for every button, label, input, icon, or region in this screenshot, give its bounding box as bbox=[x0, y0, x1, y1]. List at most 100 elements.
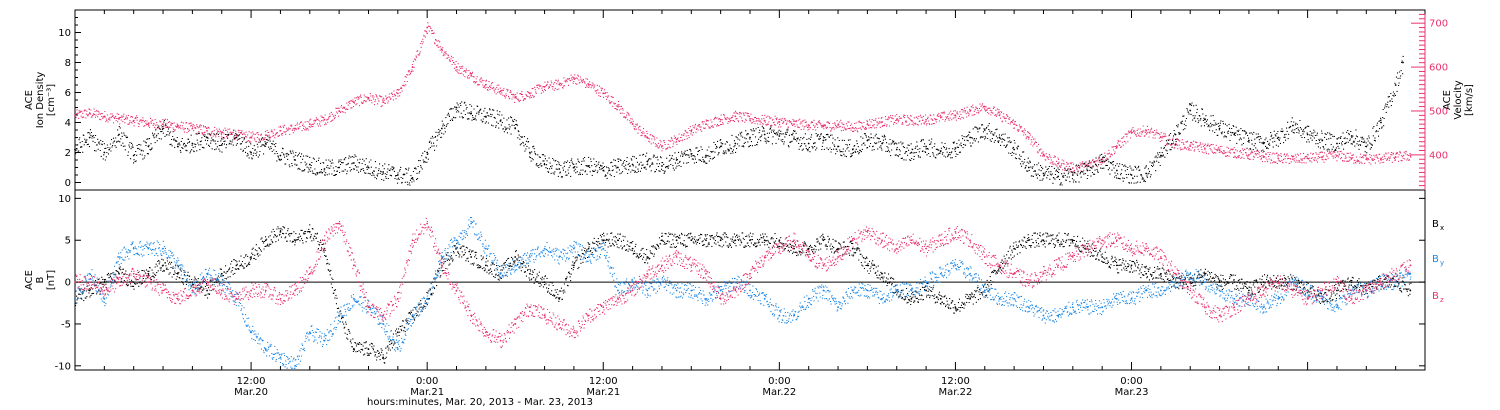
density-series-point bbox=[778, 135, 781, 137]
time-tick-label: 0:00 bbox=[1120, 376, 1142, 387]
b-series-bz-point bbox=[690, 264, 693, 267]
b-series-by-point bbox=[587, 256, 590, 258]
b-series-bx-point bbox=[250, 256, 252, 258]
b-series-by-point bbox=[338, 314, 341, 317]
magnetic-field-axis: -10 -5 0 5 10 bbox=[55, 194, 1425, 372]
b-series-by-point bbox=[543, 247, 546, 250]
density-series-point bbox=[1145, 172, 1148, 175]
b-series-bz-point bbox=[396, 297, 399, 300]
b-series-bz-point bbox=[74, 281, 76, 283]
b-series-bx-point bbox=[367, 348, 370, 350]
b-series-by-point bbox=[851, 289, 854, 292]
legend-bz-main: B bbox=[1432, 291, 1439, 302]
b-series-bx-point bbox=[162, 264, 164, 267]
b-ylabel-line2: B bbox=[35, 276, 46, 283]
b-series-by-point bbox=[1159, 289, 1162, 292]
b-series-bz-point bbox=[470, 314, 473, 317]
top-panel-data bbox=[74, 22, 1412, 186]
date-tick-label: Mar.20 bbox=[234, 387, 268, 398]
b-series-bx-point bbox=[1130, 264, 1133, 267]
velocity-series-point bbox=[573, 77, 575, 79]
b-series-bz-point bbox=[1262, 289, 1265, 292]
density-series-point bbox=[250, 151, 252, 154]
density-series-point bbox=[969, 136, 972, 139]
density-tick-label: 8 bbox=[65, 58, 71, 69]
density-series-point bbox=[1203, 118, 1206, 121]
b-series-by-point bbox=[1057, 314, 1060, 317]
b-series-bz bbox=[75, 217, 1412, 349]
b-series-by-point bbox=[294, 364, 297, 367]
density-series-point bbox=[1115, 169, 1118, 172]
density-series-point bbox=[558, 168, 561, 170]
b-series-by-point bbox=[455, 239, 458, 242]
b-series-bx-point bbox=[1248, 289, 1250, 292]
b-series-bx-point bbox=[1042, 239, 1045, 242]
date-tick-label: Mar.22 bbox=[762, 387, 796, 398]
density-series-point bbox=[1189, 109, 1192, 112]
b-series-by-point bbox=[323, 339, 326, 342]
velocity-series-point bbox=[602, 92, 605, 95]
b-series-bz-point bbox=[602, 306, 605, 309]
b-series-bx bbox=[75, 224, 1412, 364]
density-series-point bbox=[162, 127, 164, 130]
velocity-series-point bbox=[1394, 156, 1397, 158]
velocity-series-point bbox=[793, 123, 795, 126]
b-series-bz-point bbox=[279, 297, 282, 300]
density-series-point bbox=[661, 165, 663, 167]
b-series-by-point bbox=[514, 264, 517, 267]
velocity-ylabel: ACE Velocity [km/s] bbox=[1442, 80, 1475, 119]
b-series-by-point bbox=[881, 297, 883, 300]
b-tick-label: 10 bbox=[58, 194, 71, 205]
density-series-point bbox=[675, 159, 678, 161]
velocity-series-point bbox=[88, 112, 91, 115]
b-series-bx-point bbox=[793, 247, 795, 250]
velocity-series-point bbox=[1130, 132, 1133, 134]
density-series-point bbox=[176, 145, 179, 148]
b-series-bx-point bbox=[176, 272, 179, 275]
b-series-bx-point bbox=[705, 239, 707, 242]
b-series-by-point bbox=[558, 256, 561, 258]
density-series-point bbox=[528, 151, 531, 154]
velocity-series-point bbox=[705, 123, 707, 126]
velocity-series-point bbox=[719, 118, 722, 121]
velocity-series-point bbox=[675, 138, 678, 141]
b-series-by-point bbox=[308, 331, 311, 334]
density-series-point bbox=[573, 166, 575, 169]
b-series-bx-point bbox=[661, 239, 663, 242]
density-series-point bbox=[470, 112, 473, 115]
b-series-bz-point bbox=[617, 297, 619, 300]
density-series-point bbox=[220, 144, 223, 146]
density-series-point bbox=[103, 151, 106, 154]
density-series-point bbox=[338, 166, 341, 169]
velocity-ylabel-line1: ACE bbox=[1442, 90, 1453, 110]
b-series-by-point bbox=[1189, 272, 1192, 275]
b-series-bx-point bbox=[220, 272, 223, 275]
density-series-point bbox=[308, 163, 311, 166]
b-series-bz-point bbox=[103, 289, 106, 292]
b-series-by-point bbox=[279, 356, 282, 359]
b-series-by-point bbox=[969, 272, 972, 275]
b-series-by-point bbox=[925, 281, 927, 283]
b-series-by-point bbox=[793, 314, 795, 317]
b-series-by bbox=[75, 216, 1412, 369]
velocity-series-point bbox=[1336, 154, 1338, 157]
b-series-bz-point bbox=[793, 239, 795, 242]
density-series-point bbox=[279, 154, 282, 157]
density-series-point bbox=[837, 145, 839, 148]
velocity-series-point bbox=[1101, 158, 1104, 161]
b-series-by-point bbox=[690, 289, 693, 292]
b-series-bz-point bbox=[822, 264, 825, 267]
velocity-series-point bbox=[822, 125, 825, 128]
b-series-bx-point bbox=[910, 297, 913, 300]
density-series-point bbox=[939, 150, 942, 152]
density-tick-label: 10 bbox=[58, 28, 71, 39]
b-series-bz-point bbox=[411, 239, 414, 242]
b-series-bz-point bbox=[749, 272, 751, 275]
b-series-bx-point bbox=[925, 289, 927, 292]
b-series-by-point bbox=[866, 289, 869, 292]
density-series-point bbox=[1042, 172, 1045, 175]
b-series-bx-point bbox=[1350, 281, 1353, 283]
velocity-series-point bbox=[983, 105, 986, 108]
velocity-ylabel-line3: [km/s] bbox=[1464, 84, 1475, 116]
density-series-point bbox=[587, 165, 590, 167]
